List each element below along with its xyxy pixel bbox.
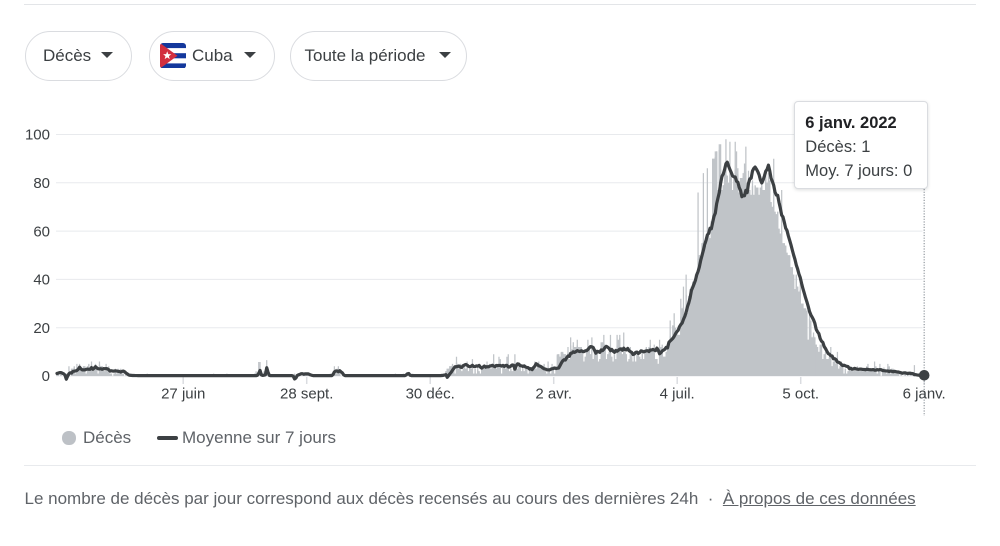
svg-text:30 déc.: 30 déc.	[406, 386, 455, 403]
svg-text:28 sept.: 28 sept.	[280, 386, 333, 403]
svg-text:40: 40	[33, 272, 50, 289]
svg-text:6 janv.: 6 janv.	[903, 386, 946, 403]
svg-text:20: 20	[33, 320, 50, 337]
svg-text:60: 60	[33, 223, 50, 240]
svg-text:27 juin: 27 juin	[161, 386, 205, 403]
svg-text:80: 80	[33, 175, 50, 192]
svg-text:5 oct.: 5 oct.	[782, 386, 819, 403]
svg-text:2 avr.: 2 avr.	[535, 386, 572, 403]
svg-text:100: 100	[25, 127, 50, 144]
svg-text:0: 0	[42, 368, 50, 385]
svg-text:4 juil.: 4 juil.	[660, 386, 695, 403]
